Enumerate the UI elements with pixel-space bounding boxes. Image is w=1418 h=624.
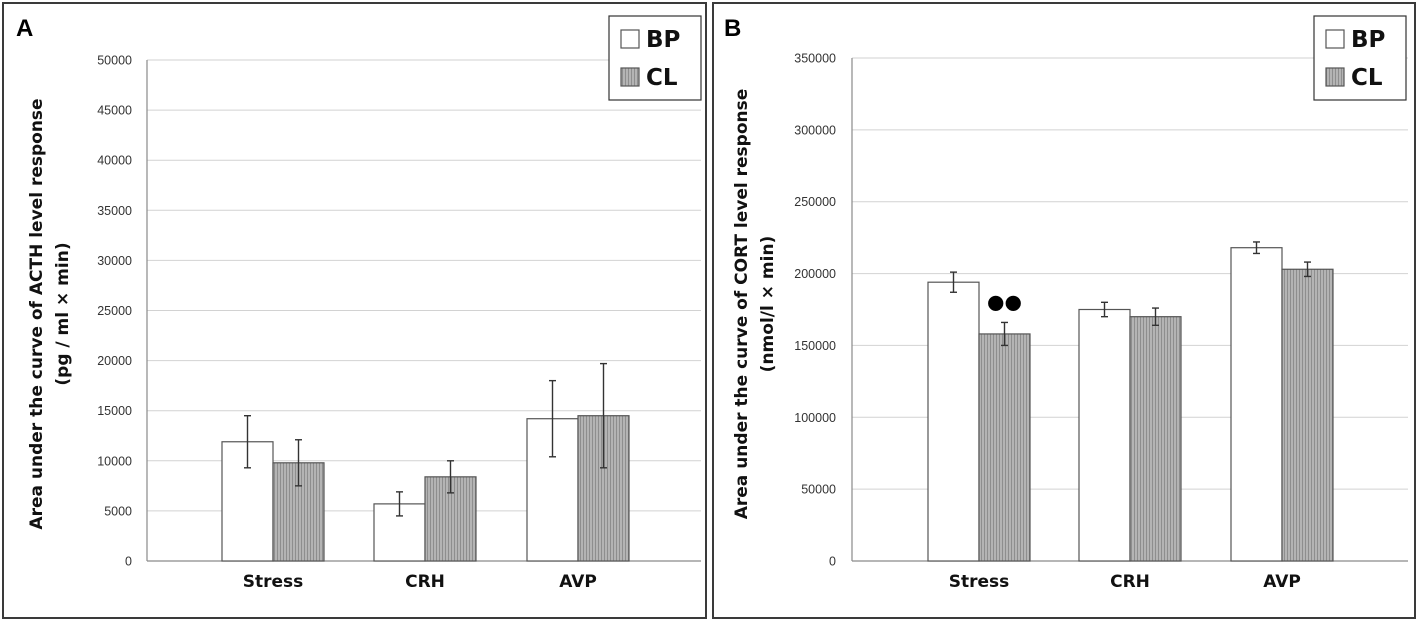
legend-swatch-bp	[1325, 29, 1345, 49]
legend-label-cl: CL	[646, 65, 678, 91]
y-axis-unit-label: (nmol/l × min)	[758, 236, 778, 373]
legend-swatch-bp	[620, 29, 640, 49]
x-category-label: CRH	[405, 572, 445, 592]
y-tick-label: 40000	[97, 154, 132, 168]
x-category-label: Stress	[243, 572, 304, 592]
y-tick-label: 200000	[794, 267, 836, 281]
bar-bp-crh	[1078, 308, 1131, 562]
y-tick-label: 0	[829, 555, 836, 569]
x-category-label: AVP	[1263, 572, 1301, 592]
bar-cl-stress	[978, 333, 1031, 562]
panel-letter-a: A	[16, 15, 33, 42]
chart-panel-b: B 0 50000 100000 150000 200000 250000 300000 350…	[712, 2, 1416, 619]
y-tick-label: 150000	[794, 339, 836, 353]
y-tick-label: 250000	[794, 195, 836, 209]
chart-a-svg: A 0 5000 10000 15000 20000 25000 30000 35000 4000…	[16, 15, 702, 592]
y-tick-label: 10000	[97, 454, 132, 468]
y-tick-label: 35000	[97, 204, 132, 218]
y-tick-label: 25000	[97, 304, 132, 318]
legend-label-cl: CL	[1351, 65, 1383, 91]
y-axis-unit-label: (pg / ml × min)	[53, 242, 73, 385]
y-tick-label: 30000	[97, 254, 132, 268]
y-tick-label: 300000	[794, 123, 836, 137]
y-tick-label: 45000	[97, 104, 132, 118]
chart-panel-a: A 0 5000 10000 15000 20000 25000 30000 35000 4000…	[2, 2, 707, 619]
y-tick-label: 100000	[794, 411, 836, 425]
y-axis-label: Area under the curve of ACTH level respo…	[27, 98, 47, 529]
bar-bp-avp	[1230, 247, 1283, 562]
bar-cl-avp	[1281, 268, 1334, 562]
bar-cl-crh	[1129, 316, 1182, 562]
legend-label-bp: BP	[646, 27, 680, 53]
x-category-label: CRH	[1110, 572, 1150, 592]
y-axis-label: Area under the curve of CORT level respo…	[732, 89, 752, 520]
y-tick-label: 5000	[104, 504, 132, 518]
x-category-label: AVP	[559, 572, 597, 592]
panel-letter-b: B	[724, 15, 741, 42]
y-tick-label: 350000	[794, 52, 836, 66]
legend-swatch-cl	[1325, 67, 1345, 87]
legend-swatch-cl	[620, 67, 640, 87]
y-tick-label: 0	[125, 555, 132, 569]
y-tick-label: 50000	[97, 54, 132, 68]
legend-label-bp: BP	[1351, 27, 1385, 53]
chart-b-svg: B 0 50000 100000 150000 200000 250000 300000 350…	[724, 15, 1408, 592]
x-category-label: Stress	[949, 572, 1010, 592]
y-tick-label: 50000	[801, 483, 836, 497]
bar-bp-stress	[927, 281, 980, 562]
significance-marker: ●●	[987, 289, 1022, 313]
y-tick-label: 20000	[97, 354, 132, 368]
y-tick-label: 15000	[97, 404, 132, 418]
